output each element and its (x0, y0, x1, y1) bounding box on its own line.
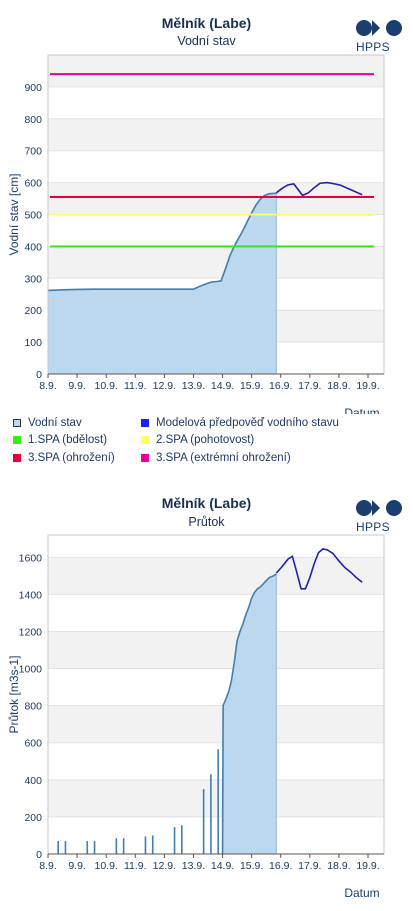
x-tick-label: 14.9. (211, 860, 234, 872)
grid-band (48, 55, 384, 87)
x-tick-label: 15.9. (240, 380, 263, 392)
x-tick-label: 11.9. (124, 380, 147, 392)
x-tick-label: 13.9. (182, 380, 205, 392)
y-tick-label: 1600 (19, 552, 43, 564)
y-tick-label: 500 (24, 210, 42, 222)
legend-item-forecast: Modelová předpověď vodního stavu (141, 417, 339, 429)
x-tick-label: 17.9. (298, 860, 321, 872)
grid-band (48, 557, 384, 594)
grid-band (48, 119, 384, 151)
x-axis-label: Datum (344, 406, 379, 414)
x-tick-label: 19.9. (356, 380, 379, 392)
legend-swatch-icon (141, 419, 149, 427)
y-tick-label: 300 (24, 273, 42, 285)
grid-band (48, 706, 384, 743)
legend-swatch-icon (13, 454, 21, 462)
y-tick-label: 1000 (19, 664, 43, 676)
x-tick-label: 15.9. (240, 860, 263, 872)
y-tick-label: 900 (24, 82, 42, 94)
x-tick-label: 9.9. (68, 860, 86, 872)
y-tick-label: 100 (24, 337, 42, 349)
legend-item-spa2: 2.SPA (pohotovost) (141, 434, 254, 446)
legend-item-spa3: 3.SPA (ohrožení) (13, 452, 115, 464)
y-tick-label: 800 (24, 701, 42, 713)
x-tick-label: 12.9. (153, 380, 176, 392)
x-tick-label: 13.9. (182, 860, 205, 872)
y-tick-label: 600 (24, 178, 42, 190)
legend-swatch-icon (141, 454, 149, 462)
legend-item-spa1: 1.SPA (bdělost) (13, 434, 107, 446)
x-tick-label: 12.9. (153, 860, 176, 872)
grid-band (48, 631, 384, 668)
x-tick-label: 8.9. (39, 860, 57, 872)
grid-band (48, 183, 384, 215)
y-tick-label: 700 (24, 146, 42, 158)
y-tick-label: 200 (24, 812, 42, 824)
x-tick-label: 19.9. (356, 860, 379, 872)
y-tick-label: 800 (24, 114, 42, 126)
grid-band (48, 780, 384, 817)
legend-swatch-icon (141, 436, 149, 444)
x-tick-label: 11.9. (124, 860, 147, 872)
x-tick-label: 10.9. (95, 380, 118, 392)
x-tick-label: 16.9. (269, 380, 292, 392)
x-tick-label: 18.9. (327, 380, 350, 392)
legend: Vodní stav Modelová předpověď vodního st… (0, 414, 413, 474)
y-tick-label: 200 (24, 305, 42, 317)
y-tick-label: 400 (24, 241, 42, 253)
observed-area (223, 574, 277, 854)
y-tick-label: 600 (24, 738, 42, 750)
discharge-chart: Mělník (Labe) Průtok HPPS 0 200 400 600 800 1… (0, 485, 413, 911)
grid-band (48, 246, 384, 278)
x-tick-label: 10.9. (95, 860, 118, 872)
y-tick-label: 400 (24, 775, 42, 787)
observed-area (48, 193, 276, 374)
x-tick-label: 14.9. (211, 380, 234, 392)
x-tick-label: 16.9. (269, 860, 292, 872)
x-tick-label: 8.9. (39, 380, 57, 392)
y-axis-label: Vodní stav [cm] (7, 173, 21, 255)
legend-item-spa-extreme: 3.SPA (extrémní ohrožení) (141, 452, 291, 464)
water-level-chart: Mělník (Labe) Vodní stav HPPS 0 100 200 300… (0, 0, 413, 480)
x-axis-label: Datum (344, 886, 379, 900)
x-tick-label: 9.9. (68, 380, 86, 392)
legend-item-observed: Vodní stav (13, 417, 82, 429)
legend-swatch-icon (13, 419, 21, 427)
y-axis-label: Průtok [m3s-1] (7, 655, 21, 733)
y-tick-label: 1400 (19, 589, 43, 601)
x-tick-label: 17.9. (298, 380, 321, 392)
y-tick-label: 1200 (19, 626, 43, 638)
legend-swatch-icon (13, 436, 21, 444)
x-tick-label: 18.9. (327, 860, 350, 872)
